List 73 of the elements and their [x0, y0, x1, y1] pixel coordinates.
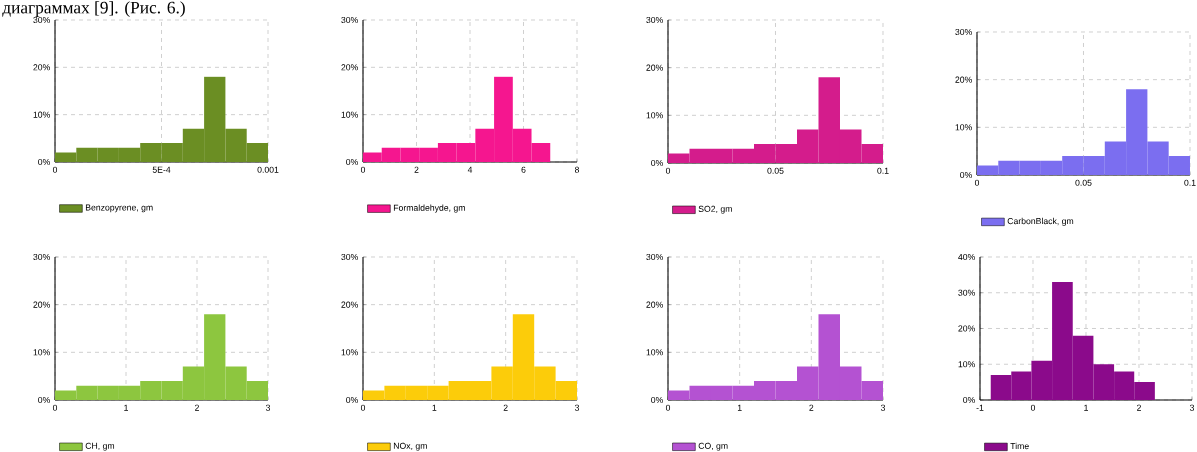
y-tick-label: 40% — [958, 253, 975, 261]
x-tick-label: 1 — [1084, 404, 1088, 411]
y-tick-label: 30% — [341, 253, 358, 261]
x-tick-label: 0 — [1030, 404, 1036, 411]
y-tick-label: 10% — [646, 349, 663, 356]
x-tick-label: 0 — [52, 404, 58, 411]
legend-label: Time — [1010, 442, 1029, 450]
x-tick-label: 2 — [414, 166, 419, 173]
x-tick-label: 0 — [665, 404, 671, 411]
x-tick-label: 4 — [467, 166, 473, 173]
y-tick-label: 10% — [341, 111, 358, 118]
legend-label: CH, gm — [85, 442, 115, 451]
y-tick-label: 30% — [646, 253, 663, 261]
x-tick-label: 3 — [265, 404, 271, 411]
x-tick-label: -1 — [976, 404, 984, 411]
legend-label: CarbonBlack, gm — [1007, 217, 1074, 226]
y-tick-label: 0% — [346, 396, 358, 404]
x-tick-label: 1 — [432, 404, 437, 411]
y-tick-label: 30% — [341, 16, 358, 24]
y-tick-label: 0% — [651, 159, 663, 167]
y-tick-label: 30% — [955, 28, 972, 36]
legend-label: Formaldehyde, gm — [393, 204, 465, 213]
x-tick-label: 0.1 — [1184, 179, 1196, 186]
y-tick-label: 30% — [33, 16, 50, 24]
x-tick-label: 0 — [52, 166, 58, 173]
x-tick-label: 5E-4 — [152, 166, 171, 173]
y-tick-label: 10% — [955, 124, 972, 131]
y-tick-label: 20% — [955, 76, 972, 83]
x-tick-label: 3 — [1189, 404, 1195, 411]
y-tick-label: 0% — [38, 158, 50, 166]
y-tick-label: 20% — [646, 64, 663, 71]
x-tick-label: 1 — [737, 404, 742, 411]
x-tick-label: 0.05 — [767, 167, 784, 174]
legend-label: Benzopyrene, gm — [85, 204, 153, 213]
y-tick-label: 30% — [646, 16, 663, 24]
legend-label: CO, gm — [698, 442, 728, 451]
x-tick-label: 2 — [1137, 404, 1141, 411]
y-tick-label: 20% — [958, 325, 975, 332]
x-tick-label: 8 — [574, 166, 580, 173]
y-tick-label: 0% — [346, 158, 358, 166]
x-tick-label: 0 — [360, 404, 366, 411]
x-tick-label: 0.05 — [1075, 179, 1092, 186]
y-tick-label: 20% — [33, 64, 50, 71]
y-tick-label: 10% — [341, 349, 358, 356]
x-tick-label: 0.001 — [257, 166, 279, 173]
y-tick-label: 30% — [33, 253, 50, 261]
x-tick-label: 0.1 — [877, 167, 889, 174]
x-tick-label: 0 — [360, 166, 366, 173]
x-tick-label: 6 — [521, 166, 526, 173]
y-tick-label: 20% — [341, 64, 358, 71]
y-tick-label: 0% — [963, 396, 975, 404]
x-tick-label: 2 — [809, 404, 814, 411]
y-tick-label: 10% — [33, 111, 50, 118]
x-tick-label: 3 — [880, 404, 886, 411]
x-tick-label: 2 — [503, 404, 508, 411]
y-tick-label: 0% — [651, 396, 663, 404]
text: диаграммах [9]. (Рис. 6.) — [2, 1, 185, 17]
y-tick-label: 0% — [38, 396, 50, 404]
x-tick-label: 3 — [574, 404, 580, 411]
x-tick-label: 1 — [124, 404, 128, 411]
legend-label: NOx, gm — [393, 442, 427, 451]
x-tick-label: 0 — [974, 179, 980, 186]
y-tick-label: 30% — [958, 289, 975, 296]
y-tick-label: 10% — [33, 349, 50, 356]
y-tick-label: 10% — [646, 112, 663, 119]
y-tick-label: 20% — [33, 301, 50, 308]
legend-label: SO2, gm — [698, 205, 732, 214]
y-tick-label: 0% — [960, 171, 972, 179]
x-tick-label: 0 — [665, 167, 671, 174]
y-tick-label: 10% — [958, 361, 975, 368]
y-tick-label: 20% — [341, 301, 358, 308]
x-tick-label: 2 — [195, 404, 199, 411]
y-tick-label: 20% — [646, 301, 663, 308]
